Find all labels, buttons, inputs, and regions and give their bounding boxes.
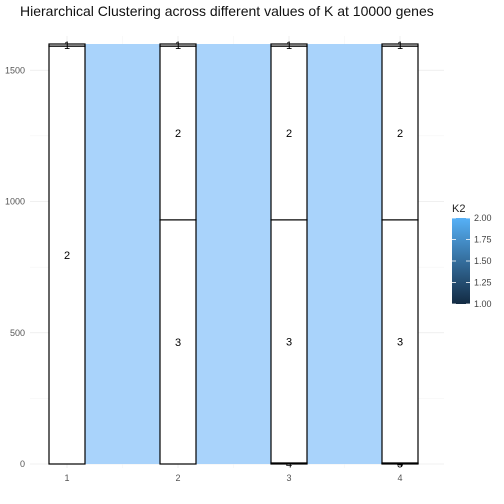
- stratum-box: [48, 43, 86, 47]
- stratum-box: [48, 45, 86, 465]
- legend-tick-label: 1.50: [474, 256, 492, 266]
- stratum-label: 1: [286, 40, 292, 52]
- stratum-box: [270, 45, 308, 221]
- stratum-label: 1: [397, 40, 403, 52]
- stratum-label: 3: [175, 337, 181, 349]
- stratum-box: [159, 45, 197, 221]
- x-axis-ticks: 1 2 3 4: [64, 473, 402, 483]
- x-tick-label: 1: [64, 473, 69, 483]
- y-axis-ticks: 0 500 1000 1500: [5, 65, 25, 469]
- stratum-label: 3: [397, 336, 403, 348]
- y-tick-label: 1000: [5, 197, 25, 207]
- y-tick-label: 0: [20, 459, 25, 469]
- x-tick-label: 4: [397, 473, 402, 483]
- y-tick-label: 500: [10, 328, 25, 338]
- stratum-label: 4: [397, 458, 403, 470]
- stratum-label: 1: [64, 40, 70, 52]
- legend-tick-label: 1.75: [474, 235, 492, 245]
- stratum-box: [381, 43, 419, 47]
- x-tick-label: 3: [286, 473, 291, 483]
- flow-band: [85, 44, 160, 464]
- stratum-box: [159, 43, 197, 47]
- stratum-box: [270, 43, 308, 47]
- color-legend: K2 2.00 1.75 1.50 1.25 1.00: [452, 203, 492, 309]
- chart-title: Hierarchical Clustering across different…: [20, 3, 434, 19]
- legend-tick-label: 1.25: [474, 278, 492, 288]
- stratum-label: 2: [175, 128, 181, 140]
- legend-tick-label: 2.00: [474, 213, 492, 223]
- flow-band: [196, 44, 271, 464]
- x-tick-label: 2: [175, 473, 180, 483]
- alluvial-flows: [85, 44, 382, 464]
- y-tick-label: 1500: [5, 65, 25, 75]
- stratum-box: [381, 219, 419, 464]
- stratum-label: 2: [64, 250, 70, 262]
- legend-title: K2: [452, 203, 465, 215]
- stratum-box: [381, 45, 419, 221]
- stratum-label: 5: [397, 459, 403, 471]
- stratum-label: 4: [286, 458, 292, 470]
- stratum-label: 2: [286, 128, 292, 140]
- stratum-label: 2: [397, 128, 403, 140]
- legend-tick-label: 1.00: [474, 299, 492, 309]
- stratum-label: 1: [175, 40, 181, 52]
- flow-band: [307, 44, 382, 464]
- legend-colorbar: [452, 218, 470, 304]
- stratum-label: 3: [286, 336, 292, 348]
